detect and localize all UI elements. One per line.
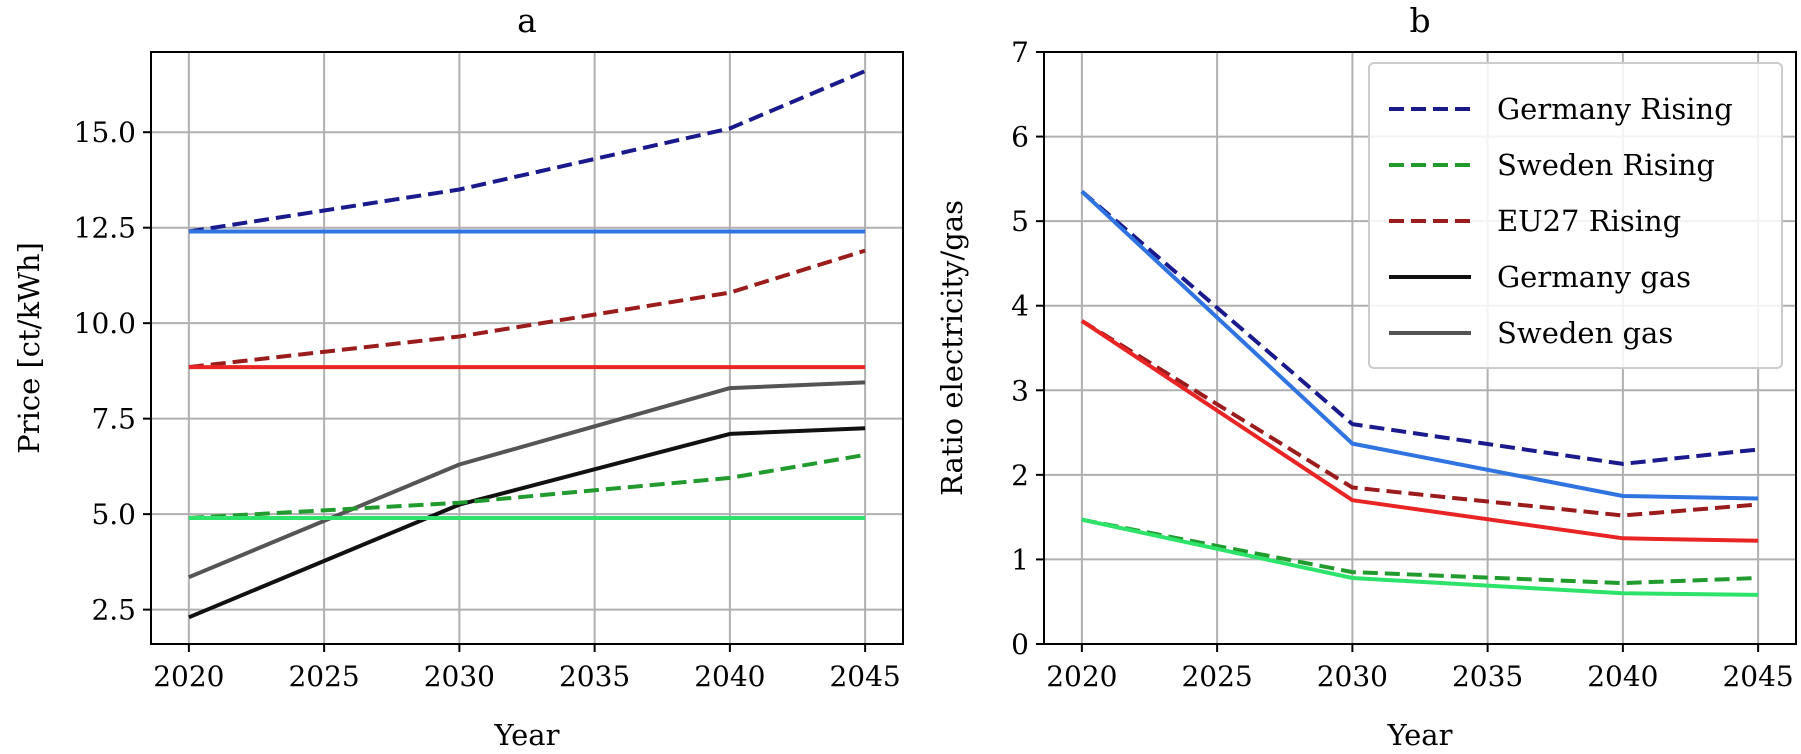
x-tick-label: 2040 [1587, 660, 1658, 693]
legend-box [1368, 62, 1783, 369]
x-tick-label: 2045 [1722, 660, 1793, 693]
series-line-5 [1081, 517, 1759, 597]
y-tick-label: 4 [1011, 290, 1029, 323]
series-line-1 [1080, 190, 1759, 501]
x-tick-label: 2020 [1046, 660, 1117, 693]
series-line-0 [188, 69, 866, 234]
series-line-0 [1080, 189, 1759, 466]
y-tick-label: 0 [1011, 628, 1029, 661]
chart-panel-b: 2020 2025 2030 2035 2040 2045 0 1 2 3 4 5 6 7 b Year Rat… [935, 1, 1797, 752]
y-tick-label: 10.0 [74, 307, 136, 340]
y-axis-label: Ratio electricity/gas [935, 200, 969, 496]
series-line-6 [188, 452, 866, 520]
x-tick-label: 2035 [559, 660, 630, 693]
x-tick-label: 2030 [1317, 660, 1388, 693]
legend-label: Sweden Rising [1497, 148, 1715, 182]
series-line-5 [188, 426, 866, 620]
x-tick-label: 2030 [424, 660, 495, 693]
chart-title: a [517, 1, 537, 40]
y-tick-label: 6 [1011, 121, 1029, 154]
x-tick-label: 2020 [153, 660, 224, 693]
series-line-4 [188, 380, 866, 580]
y-tick-label: 2 [1011, 459, 1029, 492]
x-tick-label: 2025 [288, 660, 359, 693]
y-tick-label: 7.5 [91, 403, 136, 436]
y-tick-label: 1 [1011, 543, 1029, 576]
legend-label: Germany Rising [1497, 92, 1733, 126]
x-tick-label: 2035 [1452, 660, 1523, 693]
y-tick-label: 5.0 [91, 498, 136, 531]
series-line-3 [1080, 319, 1759, 543]
chart-title: b [1409, 1, 1430, 40]
plot-frame [150, 51, 904, 645]
x-tick-label: 2025 [1181, 660, 1252, 693]
x-axis-label: Year [494, 718, 560, 752]
legend-label: Sweden gas [1497, 316, 1673, 350]
chart-panel-a: 2020 2025 2030 2035 2040 2045 2.5 5.0 7.5 10.0 12.… [12, 1, 904, 752]
y-tick-label: 7 [1011, 36, 1029, 69]
legend-label: Germany gas [1497, 260, 1691, 294]
y-tick-label: 5 [1011, 205, 1029, 238]
x-tick-label: 2045 [829, 660, 900, 693]
plot-frame [1043, 51, 1797, 645]
x-tick-label: 2040 [694, 660, 765, 693]
x-axis-label: Year [1387, 718, 1453, 752]
y-axis-label: Price [ct/kWh] [12, 242, 46, 454]
y-tick-label: 12.5 [74, 212, 136, 245]
series-line-2 [1080, 319, 1759, 518]
y-tick-label: 3 [1011, 374, 1029, 407]
y-tick-label: 2.5 [91, 594, 136, 627]
legend-label: EU27 Rising [1497, 204, 1681, 238]
y-tick-label: 15.0 [74, 116, 136, 149]
series-line-2 [188, 248, 866, 370]
series-line-4 [1081, 517, 1759, 586]
